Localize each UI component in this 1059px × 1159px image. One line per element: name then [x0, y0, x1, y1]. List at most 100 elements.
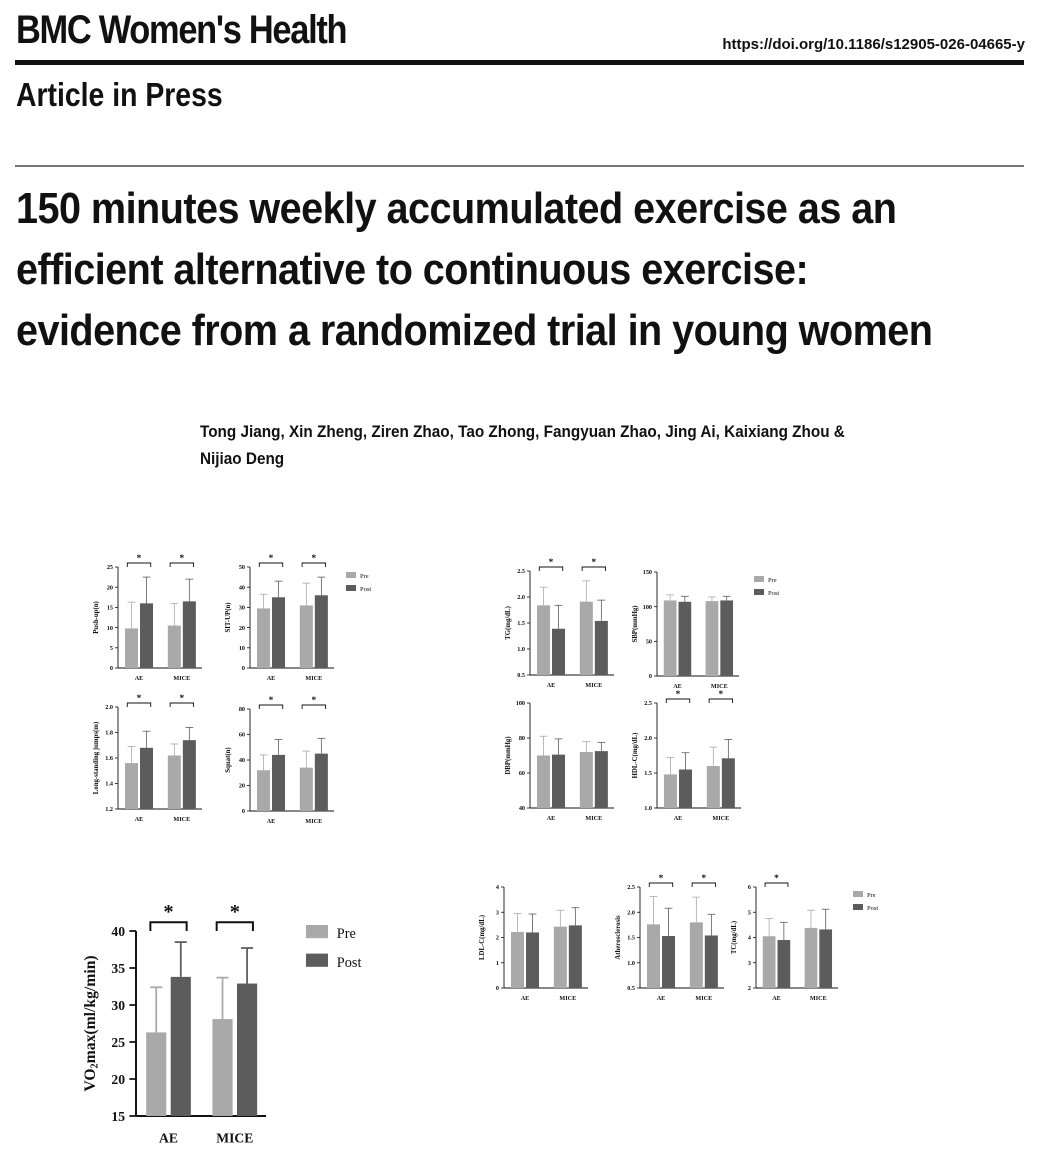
y-tick-label: 50: [646, 639, 652, 646]
significance-marker: *: [719, 690, 724, 700]
bar-post: [552, 754, 566, 808]
significance-bracket: [708, 698, 734, 703]
chart-8: 15 20 25 30 35 40 VO2max(ml/kg/min) AE * MICE *: [82, 901, 266, 1145]
bar-post: [662, 935, 676, 988]
significance-marker: *: [180, 554, 185, 564]
legend-label-pre: Pre: [867, 892, 876, 899]
bar-pre: [663, 774, 677, 808]
bar-pre: [762, 936, 776, 988]
chart-0: 0 5 10 15 20 25 Push-up(n) AE * MICE *: [93, 554, 202, 682]
y-axis-label: Atherosclerosis: [615, 915, 622, 960]
y-tick-label: 1.8: [105, 730, 113, 737]
journal-title: BMC Women's Health: [16, 8, 348, 52]
y-axis-label: SIT-UP(n): [225, 602, 232, 632]
significance-bracket: [149, 921, 188, 931]
bar-pre: [124, 628, 138, 668]
bar-pre: [553, 926, 567, 988]
significance-marker: *: [269, 696, 274, 706]
bar-pre: [167, 755, 181, 809]
legend: Pre Post: [853, 891, 878, 912]
y-tick-label: 1.5: [644, 770, 652, 777]
significance-bracket: [258, 704, 284, 709]
y-tick-label: 100: [643, 604, 652, 611]
bar-post: [594, 751, 608, 808]
bar-pre: [124, 763, 138, 809]
significance-bracket: [126, 702, 152, 707]
x-tick-label: MICE: [305, 675, 322, 682]
y-tick-label: 1.0: [644, 805, 652, 812]
article-title: 150 minutes weekly accumulated exercise …: [16, 184, 933, 355]
y-tick-label: 5: [110, 645, 113, 652]
bar-pre: [689, 922, 703, 988]
bar-pre: [299, 605, 313, 668]
legend-swatch-post: [853, 904, 863, 910]
significance-marker: *: [592, 558, 597, 568]
bar-pre: [299, 767, 313, 811]
legend-label-post: Post: [867, 905, 878, 912]
y-tick-label: 1: [496, 960, 499, 967]
x-tick-label: AE: [267, 818, 276, 825]
bar-pre: [146, 1032, 167, 1116]
chart-9: 0 1 2 3 4 LDL-C(mg/dL) AE MICE: [479, 884, 588, 1002]
bar-pre: [167, 625, 181, 668]
bar-post: [272, 754, 286, 811]
x-tick-label: MICE: [216, 1130, 253, 1145]
y-tick-label: 80: [239, 706, 245, 713]
y-axis-label: LDL-C(mg/dL): [479, 915, 486, 960]
bar-post: [819, 929, 833, 988]
doi-link[interactable]: https://doi.org/10.1186/s12905-026-04665…: [722, 36, 1025, 53]
y-axis-label: TG(mg/dL): [505, 606, 512, 640]
bar-post: [552, 628, 566, 675]
bar-post: [182, 601, 196, 668]
y-tick-label: 35: [111, 961, 125, 976]
y-tick-label: 20: [111, 1072, 125, 1087]
bar-post: [314, 595, 328, 668]
header-rule: [15, 60, 1024, 65]
significance-marker: *: [702, 874, 707, 884]
y-axis-label: HDL-C(mg/dL): [632, 733, 639, 779]
bar-post: [594, 620, 608, 675]
chart-3: 0 20 40 60 80 Squat(n) AE * MICE *: [225, 696, 334, 825]
bar-post: [140, 603, 154, 668]
legend-label-pre: Pre: [768, 577, 777, 584]
y-tick-label: 100: [516, 700, 525, 707]
y-tick-label: 2.0: [105, 704, 113, 711]
bar-post: [679, 769, 693, 808]
x-tick-label: MICE: [695, 995, 712, 1002]
section-divider: [15, 165, 1024, 167]
significance-bracket: [258, 562, 284, 567]
significance-marker: *: [137, 554, 142, 564]
bar-pre: [804, 927, 818, 988]
bar-post: [720, 600, 734, 676]
y-axis-label: TC(mg/dL): [731, 921, 738, 954]
y-tick-label: 0: [496, 985, 499, 992]
y-axis-label: DBP(mmHg): [505, 736, 512, 774]
significance-bracket: [691, 882, 717, 887]
legend: Pre Post: [306, 925, 362, 971]
y-tick-label: 5: [748, 909, 751, 916]
chart-6: 40 60 80 100 DBP(mmHg) AE MICE: [505, 700, 614, 822]
x-tick-label: AE: [547, 682, 556, 689]
significance-bracket: [665, 698, 691, 703]
legend: Pre Post: [346, 572, 371, 593]
significance-marker: *: [549, 558, 554, 568]
significance-bracket: [169, 562, 195, 567]
legend-label-post: Post: [337, 955, 362, 971]
x-tick-label: AE: [135, 816, 144, 823]
significance-bracket: [648, 882, 674, 887]
significance-marker: *: [269, 554, 274, 564]
y-tick-label: 20: [107, 584, 113, 591]
x-tick-label: MICE: [173, 816, 190, 823]
y-tick-label: 1.6: [105, 755, 113, 762]
y-tick-label: 1.5: [627, 935, 635, 942]
y-tick-label: 1.5: [517, 620, 525, 627]
x-tick-label: MICE: [585, 682, 602, 689]
y-tick-label: 3: [496, 909, 499, 916]
x-tick-label: MICE: [559, 995, 576, 1002]
significance-bracket: [301, 562, 327, 567]
chart-4: 0.5 1.0 1.5 2.0 2.5 TG(mg/dL) AE * MICE *: [505, 558, 614, 689]
x-tick-label: AE: [135, 675, 144, 682]
y-axis-label: VO2max(ml/kg/min): [82, 955, 101, 1091]
significance-marker: *: [774, 874, 779, 884]
bar-pre: [212, 1019, 233, 1116]
